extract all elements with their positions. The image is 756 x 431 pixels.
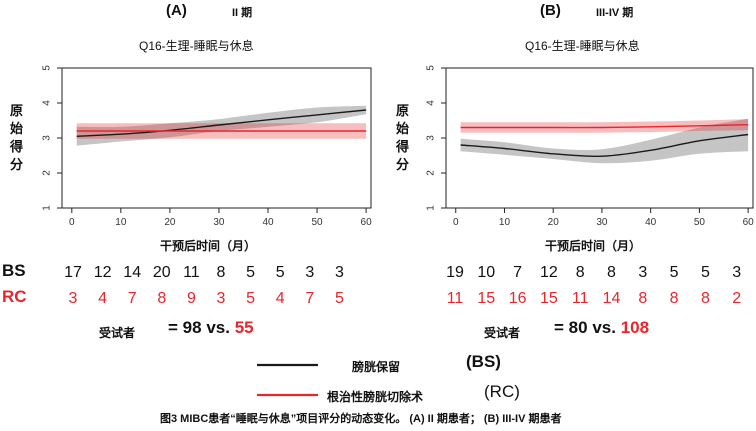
at-risk-bs-b: 8 bbox=[576, 264, 585, 281]
participants-a-rc: 55 bbox=[234, 318, 254, 337]
row-label-bs: BS bbox=[2, 261, 26, 280]
x-tick-label-a: 40 bbox=[262, 217, 274, 228]
at-risk-rc-a: 3 bbox=[69, 290, 78, 307]
panel-a-stage: II 期 bbox=[232, 7, 253, 19]
participants-a-label: 受试者 bbox=[99, 326, 136, 340]
x-tick-label-a: 50 bbox=[311, 217, 323, 228]
at-risk-bs-a: 14 bbox=[123, 264, 141, 281]
at-risk-bs-b: 3 bbox=[638, 264, 647, 281]
at-risk-bs-a: 3 bbox=[305, 264, 314, 281]
participants-b-bs: 80 bbox=[568, 318, 588, 337]
bs-confidence-band-a bbox=[76, 105, 367, 146]
at-risk-rc-b: 16 bbox=[509, 290, 527, 307]
x-tick-label-b: 10 bbox=[499, 217, 511, 228]
at-risk-bs-a: 5 bbox=[276, 264, 285, 281]
at-risk-bs-b: 7 bbox=[513, 264, 522, 281]
panel-b-ylabel: 原始得分 bbox=[396, 103, 410, 172]
x-tick-label-a: 60 bbox=[361, 217, 373, 228]
rc-confidence-band-b bbox=[460, 119, 749, 133]
at-risk-rc-a: 4 bbox=[98, 290, 107, 307]
legend-rc-abbr: (RC) bbox=[484, 382, 520, 401]
at-risk-bs-b: 3 bbox=[732, 264, 741, 281]
bs-trend-line-b bbox=[460, 133, 749, 158]
at-risk-rc-a: 7 bbox=[305, 290, 314, 307]
at-risk-bs-b: 8 bbox=[607, 264, 616, 281]
participants-a-vs: vs. bbox=[206, 318, 230, 337]
at-risk-rc-a: 7 bbox=[128, 290, 137, 307]
participants-b-vs: vs. bbox=[592, 318, 616, 337]
y-tick-label-a: 5 bbox=[42, 65, 53, 71]
x-tick-label-b: 30 bbox=[596, 217, 608, 228]
x-tick-label-a: 30 bbox=[213, 217, 225, 228]
at-risk-rc-b: 15 bbox=[540, 290, 558, 307]
panel-b-xlabel: 干预后时间（月） bbox=[545, 239, 642, 253]
panel-b-stage: III-IV 期 bbox=[596, 7, 634, 19]
at-risk-bs-b: 5 bbox=[670, 264, 679, 281]
y-tick-label-b: 4 bbox=[426, 100, 437, 106]
participants-a-count: = 98 vs. 55 bbox=[168, 318, 254, 337]
x-tick-label-b: 60 bbox=[743, 217, 755, 228]
panel-b-label: (B) bbox=[540, 2, 561, 19]
rc-trend-line-b bbox=[460, 124, 749, 129]
at-risk-bs-a: 20 bbox=[153, 264, 171, 281]
at-risk-bs-a: 17 bbox=[64, 264, 82, 281]
legend-bs-abbr: (BS) bbox=[466, 352, 501, 371]
at-risk-bs-a: 8 bbox=[217, 264, 226, 281]
panel-b-title: Q16-生理-睡眠与休息 bbox=[525, 39, 640, 53]
at-risk-bs-b: 19 bbox=[446, 264, 464, 281]
figure-caption: 图3 MIBC患者“睡眠与休息”项目评分的动态变化。 (A) II 期患者； (… bbox=[160, 413, 562, 425]
panel-a-title: Q16-生理-睡眠与休息 bbox=[139, 39, 254, 53]
participants-b-count: = 80 vs. 108 bbox=[554, 318, 650, 337]
participants-b-rc: 108 bbox=[620, 318, 650, 337]
at-risk-bs-b: 12 bbox=[540, 264, 558, 281]
x-tick-label-a: 20 bbox=[164, 217, 176, 228]
at-risk-rc-b: 11 bbox=[572, 290, 589, 307]
at-risk-rc-a: 9 bbox=[187, 290, 196, 307]
bs-trend-line-a bbox=[76, 109, 367, 137]
at-risk-rc-b: 14 bbox=[603, 290, 621, 307]
at-risk-bs-b: 10 bbox=[477, 264, 495, 281]
at-risk-rc-a: 4 bbox=[276, 290, 285, 307]
row-label-rc: RC bbox=[2, 287, 27, 306]
panel-a-xlabel: 干预后时间（月） bbox=[160, 239, 257, 253]
x-tick-label-b: 0 bbox=[453, 217, 459, 228]
at-risk-rc-a: 8 bbox=[157, 290, 166, 307]
legend-bs-label: 膀胱保留 bbox=[352, 360, 401, 374]
panel-a-ylabel: 原始得分 bbox=[10, 103, 24, 172]
x-tick-label-a: 10 bbox=[115, 217, 127, 228]
x-tick-label-a: 0 bbox=[69, 217, 75, 228]
y-tick-label-a: 3 bbox=[42, 135, 53, 141]
at-risk-rc-b: 8 bbox=[670, 290, 679, 307]
legend-rc-label: 根治性膀胱切除术 bbox=[327, 390, 424, 404]
x-tick-label-b: 20 bbox=[548, 217, 560, 228]
participants-a-bs: 98 bbox=[182, 318, 202, 337]
at-risk-rc-b: 8 bbox=[638, 290, 647, 307]
at-risk-rc-b: 15 bbox=[477, 290, 495, 307]
x-tick-label-b: 50 bbox=[694, 217, 706, 228]
y-tick-label-b: 3 bbox=[426, 135, 437, 141]
x-tick-label-b: 40 bbox=[645, 217, 657, 228]
y-tick-label-a: 1 bbox=[42, 205, 53, 211]
y-tick-label-b: 2 bbox=[426, 170, 437, 176]
at-risk-bs-a: 5 bbox=[246, 264, 255, 281]
at-risk-bs-a: 12 bbox=[94, 264, 112, 281]
participants-b-label: 受试者 bbox=[484, 326, 521, 340]
at-risk-bs-a: 11 bbox=[183, 264, 200, 281]
at-risk-bs-b: 5 bbox=[701, 264, 710, 281]
y-tick-label-a: 4 bbox=[42, 100, 53, 106]
at-risk-rc-b: 8 bbox=[701, 290, 710, 307]
y-tick-label-b: 1 bbox=[426, 205, 437, 211]
at-risk-bs-a: 3 bbox=[335, 264, 344, 281]
at-risk-rc-b: 11 bbox=[447, 290, 464, 307]
at-risk-rc-b: 2 bbox=[732, 290, 741, 307]
panel-a-label: (A) bbox=[166, 2, 187, 19]
y-tick-label-a: 2 bbox=[42, 170, 53, 176]
at-risk-rc-a: 5 bbox=[246, 290, 255, 307]
at-risk-rc-a: 3 bbox=[217, 290, 226, 307]
y-tick-label-b: 5 bbox=[426, 65, 437, 71]
at-risk-rc-a: 5 bbox=[335, 290, 344, 307]
